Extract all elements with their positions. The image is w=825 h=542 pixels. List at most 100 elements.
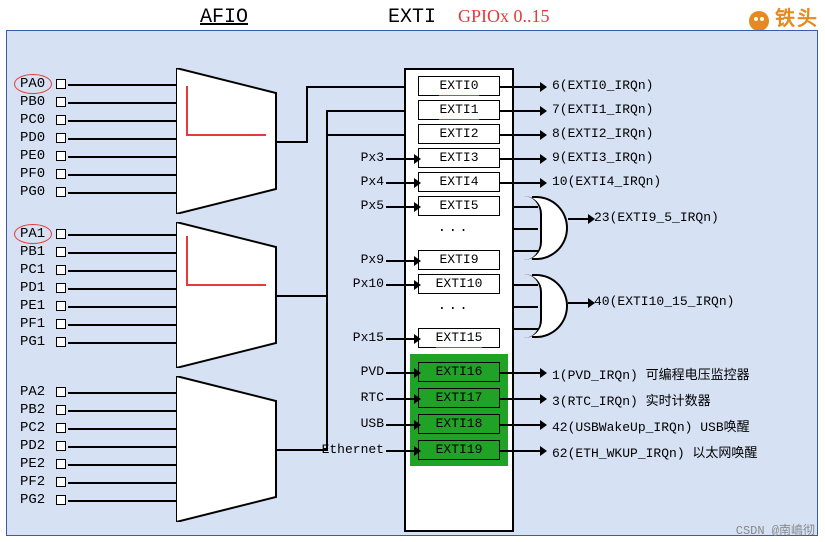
irq-label: 40(EXTI10_15_IRQn) [594, 294, 734, 309]
exti-cell-exti9: EXTI9 [418, 250, 500, 270]
pin-label-pb2: PB2 [20, 402, 45, 420]
wire [68, 138, 176, 140]
src-label-ethernet: Ethernet [304, 442, 384, 457]
wire [68, 446, 176, 448]
wire [500, 134, 540, 136]
wire [386, 158, 414, 160]
hand-line [186, 134, 266, 136]
wire [514, 250, 538, 252]
wire [326, 134, 416, 136]
hand-circle [14, 74, 52, 94]
pin-label-pb0: PB0 [20, 94, 45, 112]
hand-line [186, 86, 188, 134]
exti-cell-exti2: EXTI2 [418, 124, 500, 144]
pin-box-pb1 [56, 247, 66, 257]
pin-box-pd0 [56, 133, 66, 143]
header-exti: EXTI [388, 6, 436, 29]
exti-cell-exti10: EXTI10 [418, 274, 500, 294]
pin-label-pc0: PC0 [20, 112, 45, 130]
wire [386, 424, 414, 426]
wire [500, 398, 540, 400]
wire [514, 206, 538, 208]
wire [514, 306, 538, 308]
exti-cell-exti4: EXTI4 [418, 172, 500, 192]
pin-box-pf1 [56, 319, 66, 329]
exti-cell-exti16: EXTI16 [418, 362, 500, 382]
wire [68, 252, 176, 254]
pin-box-pc1 [56, 265, 66, 275]
irq-label: 1(PVD_IRQn) 可编程电压监控器 [552, 364, 750, 383]
wire [68, 410, 176, 412]
wire [514, 284, 538, 286]
src-label-px15: Px15 [324, 330, 384, 345]
pin-box-pf0 [56, 169, 66, 179]
irq-label: 7(EXTI1_IRQn) [552, 102, 653, 117]
pin-box-pg1 [56, 337, 66, 347]
wire [68, 482, 176, 484]
ellipsis: ... [438, 298, 470, 313]
wire [68, 84, 176, 86]
wire [68, 234, 176, 236]
wire [68, 192, 176, 194]
pin-box-pd2 [56, 441, 66, 451]
pin-label-pd0: PD0 [20, 130, 45, 148]
irq-label: 3(RTC_IRQn) 实时计数器 [552, 390, 711, 409]
wire [514, 228, 538, 230]
ellipsis: ... [438, 220, 470, 235]
exti-cell-exti19: EXTI19 [418, 440, 500, 460]
pin-label-pf2: PF2 [20, 474, 45, 492]
wire [500, 450, 540, 452]
irq-label: 23(EXTI9_5_IRQn) [594, 210, 719, 225]
wire [568, 218, 588, 220]
pin-label-pb1: PB1 [20, 244, 45, 262]
wire [386, 372, 414, 374]
hand-line [186, 284, 266, 286]
pin-box-pe2 [56, 459, 66, 469]
wire [326, 110, 416, 112]
src-label-px9: Px9 [324, 252, 384, 267]
wire [500, 372, 540, 374]
wire [386, 182, 414, 184]
wire [500, 86, 540, 88]
pin-label-pf1: PF1 [20, 316, 45, 334]
irq-label: 42(USBWakeUp_IRQn) USB唤醒 [552, 416, 750, 435]
exti-cell-exti17: EXTI17 [418, 388, 500, 408]
pin-label-pc2: PC2 [20, 420, 45, 438]
pin-box-pd1 [56, 283, 66, 293]
irq-label: 62(ETH_WKUP_IRQn) 以太网唤醒 [552, 442, 757, 461]
pin-box-pa0 [56, 79, 66, 89]
wire [276, 295, 326, 297]
wire [68, 392, 176, 394]
pin-box-pg0 [56, 187, 66, 197]
wire [386, 284, 414, 286]
wire [276, 141, 306, 143]
wire [386, 450, 414, 452]
wire [68, 120, 176, 122]
wire [386, 206, 414, 208]
exti-cell-exti3: EXTI3 [418, 148, 500, 168]
pin-label-pd1: PD1 [20, 280, 45, 298]
pin-label-pe0: PE0 [20, 148, 45, 166]
src-label-rtc: RTC [324, 390, 384, 405]
src-label-px5: Px5 [324, 198, 384, 213]
pin-box-pc0 [56, 115, 66, 125]
src-label-usb: USB [324, 416, 384, 431]
exti-cell-exti18: EXTI18 [418, 414, 500, 434]
pin-label-pe1: PE1 [20, 298, 45, 316]
pin-box-pb0 [56, 97, 66, 107]
wire [68, 428, 176, 430]
wire [68, 270, 176, 272]
pin-label-pd2: PD2 [20, 438, 45, 456]
pin-label-pc1: PC1 [20, 262, 45, 280]
wire [514, 328, 538, 330]
pin-box-pe0 [56, 151, 66, 161]
irq-label: 8(EXTI2_IRQn) [552, 126, 653, 141]
wire [306, 86, 308, 143]
pin-label-pg0: PG0 [20, 184, 45, 202]
wire [68, 156, 176, 158]
pin-label-pf0: PF0 [20, 166, 45, 184]
wire [68, 500, 176, 502]
wire [68, 324, 176, 326]
pin-label-pa2: PA2 [20, 384, 45, 402]
wire [386, 338, 414, 340]
